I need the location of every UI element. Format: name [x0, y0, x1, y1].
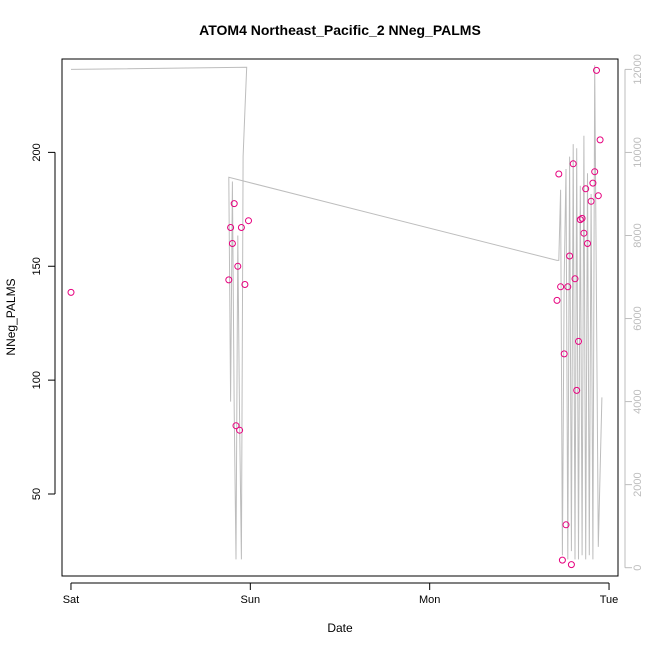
y-tick-label: 100: [31, 371, 43, 389]
data-point: [232, 422, 240, 430]
y2-tick-label: 10000: [632, 137, 644, 168]
data-point: [580, 229, 588, 237]
data-point: [241, 281, 249, 288]
series-line-0: [70, 65, 603, 560]
y2-tick-label: 8000: [632, 223, 644, 247]
data-point: [230, 200, 238, 208]
data-point: [571, 275, 579, 283]
data-point: [555, 170, 563, 178]
data-point: [236, 426, 244, 434]
data-point: [573, 386, 581, 394]
plot-frame: [61, 58, 619, 577]
x-tick-label: Tue: [600, 594, 619, 606]
data-point: [560, 350, 568, 358]
y-tick-label: 150: [31, 257, 43, 275]
data-point: [578, 214, 586, 222]
data-point: [589, 179, 597, 187]
y-axis-left: 50 100 150 200: [31, 143, 56, 500]
y2-tick-label: 6000: [632, 306, 644, 330]
point-layer: [67, 66, 604, 569]
data-point: [557, 283, 565, 291]
y2-tick-label: 4000: [632, 389, 644, 413]
data-point: [562, 521, 570, 529]
data-point: [564, 283, 572, 291]
data-point: [553, 296, 561, 304]
data-point: [567, 561, 575, 569]
x-tick-label: Sat: [63, 594, 80, 606]
data-point: [594, 192, 602, 200]
data-point: [596, 136, 604, 144]
y2-tick-label: 12000: [632, 54, 644, 85]
chart-title: ATOM4 Northeast_Pacific_2 NNeg_PALMS: [199, 22, 481, 38]
data-point: [591, 168, 599, 176]
data-point: [225, 276, 233, 284]
data-point: [234, 262, 242, 270]
data-point: [584, 240, 591, 247]
x-axis: Sat Sun Mon Tue: [63, 582, 619, 606]
data-point: [67, 288, 75, 296]
secondary-line-layer: [70, 65, 603, 560]
x-axis-label: Date: [327, 621, 353, 635]
data-point: [566, 252, 574, 260]
data-point: [576, 216, 584, 224]
data-point: [245, 217, 252, 225]
y2-tick-label: 0: [632, 565, 644, 571]
data-point: [228, 240, 236, 247]
y-axis-right: 0 2000 4000 6000 8000 10000 12000: [624, 54, 644, 571]
data-point: [237, 224, 245, 231]
data-point: [575, 337, 582, 345]
data-point: [558, 556, 566, 564]
data-point: [593, 66, 600, 74]
data-point: [587, 197, 595, 205]
x-tick-label: Sun: [241, 594, 261, 606]
data-point: [227, 224, 235, 231]
x-tick-label: Mon: [419, 594, 440, 606]
y-tick-label: 200: [31, 143, 43, 161]
data-point: [582, 185, 590, 193]
y2-tick-label: 2000: [632, 472, 644, 496]
data-point: [569, 160, 577, 168]
y-tick-label: 50: [31, 488, 43, 500]
y-axis-label: NNeg_PALMS: [4, 278, 18, 355]
